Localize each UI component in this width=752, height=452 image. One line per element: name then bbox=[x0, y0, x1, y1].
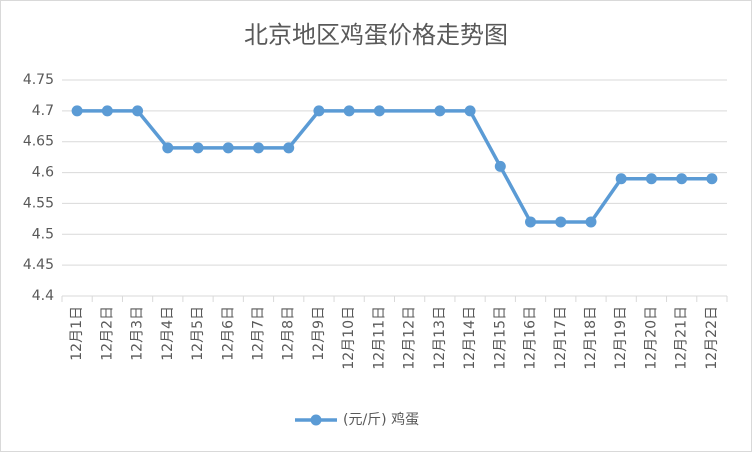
line-segment bbox=[498, 164, 533, 224]
x-tick-label: 12月21日 bbox=[674, 306, 690, 370]
x-tick-label: 12月3日 bbox=[130, 306, 146, 361]
x-tick-label: 12月12日 bbox=[402, 306, 418, 370]
x-tick-label: 12月9日 bbox=[311, 306, 327, 361]
x-tick-label: 12月10日 bbox=[341, 306, 357, 370]
x-tick-label: 12月18日 bbox=[583, 306, 599, 370]
x-tick-label: 12月13日 bbox=[432, 306, 448, 370]
x-tick-label: 12月2日 bbox=[99, 306, 115, 361]
x-tick-label: 12月17日 bbox=[553, 306, 569, 370]
point bbox=[645, 173, 657, 185]
point bbox=[71, 105, 83, 117]
x-tick-label: 12月20日 bbox=[643, 306, 659, 370]
x-tick-label: 12月14日 bbox=[462, 306, 478, 370]
x-tick-label: 12月16日 bbox=[523, 306, 539, 370]
point bbox=[585, 216, 597, 228]
x-tick-label: 12月22日 bbox=[704, 306, 720, 370]
point bbox=[343, 105, 355, 117]
line-segment bbox=[589, 176, 623, 224]
point bbox=[132, 105, 144, 117]
line-segment bbox=[468, 109, 503, 169]
point bbox=[706, 173, 718, 185]
point bbox=[283, 142, 295, 154]
y-tick-label: 4.55 bbox=[23, 195, 54, 211]
point bbox=[313, 105, 325, 117]
point bbox=[373, 105, 385, 117]
y-tick-label: 4.7 bbox=[32, 103, 54, 119]
legend-marker bbox=[310, 414, 322, 426]
x-tick-label: 12月19日 bbox=[613, 306, 629, 370]
point bbox=[192, 142, 204, 154]
y-tick-label: 4.5 bbox=[32, 226, 54, 242]
point bbox=[676, 173, 688, 185]
y-tick-label: 4.45 bbox=[23, 257, 54, 273]
point bbox=[494, 160, 506, 172]
x-tick-label: 12月8日 bbox=[281, 306, 297, 361]
chart-title: 北京地区鸡蛋价格走势图 bbox=[244, 21, 508, 49]
point bbox=[525, 216, 537, 228]
y-tick-label: 4.75 bbox=[23, 72, 54, 88]
point bbox=[101, 105, 113, 117]
x-tick-label: 12月1日 bbox=[69, 306, 85, 361]
point bbox=[162, 142, 174, 154]
x-tick-label: 12月5日 bbox=[190, 306, 206, 361]
point bbox=[434, 105, 446, 117]
x-tick-label: 12月15日 bbox=[492, 306, 508, 370]
point bbox=[252, 142, 264, 154]
point bbox=[615, 173, 627, 185]
line-segment bbox=[286, 109, 321, 150]
x-tick-label: 12月7日 bbox=[250, 306, 266, 361]
point bbox=[464, 105, 476, 117]
x-tick-label: 12月4日 bbox=[160, 306, 176, 361]
x-tick-label: 12月11日 bbox=[371, 306, 387, 370]
y-tick-label: 4.65 bbox=[23, 134, 54, 150]
line-segment bbox=[135, 109, 170, 150]
y-tick-label: 4.6 bbox=[32, 165, 54, 181]
y-tick-label: 4.4 bbox=[32, 288, 54, 304]
legend-label: (元/斤) 鸡蛋 bbox=[343, 411, 419, 428]
x-tick-label: 12月6日 bbox=[220, 306, 236, 361]
point bbox=[555, 216, 567, 228]
point bbox=[222, 142, 234, 154]
